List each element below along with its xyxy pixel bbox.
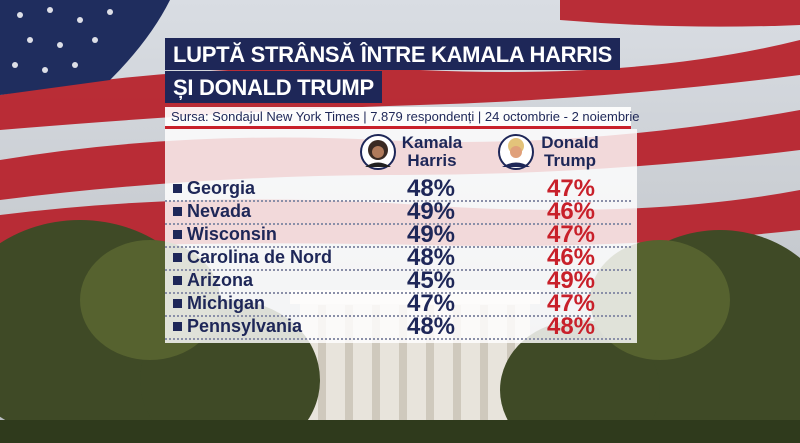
row-bullet xyxy=(173,184,182,193)
row-bullet xyxy=(173,322,182,331)
trump-value: 46% xyxy=(546,198,596,225)
state-name: Michigan xyxy=(187,293,266,313)
state-name: Wisconsin xyxy=(187,224,277,244)
table-row: Pennsylvania 48% 48% xyxy=(165,313,631,340)
harris-value: 49% xyxy=(406,198,456,225)
trump-value: 49% xyxy=(546,267,596,294)
title-line: ȘI DONALD TRUMP xyxy=(165,71,382,103)
column-header: Kamala Harris xyxy=(398,134,466,170)
harris-value: 49% xyxy=(406,221,456,248)
source-note: Sursa: Sondajul New York Times | 7.879 r… xyxy=(165,107,640,129)
trump-value: 46% xyxy=(546,244,596,271)
trump-value: 47% xyxy=(546,221,596,248)
column-header-line: Trump xyxy=(544,151,596,170)
table-row: Wisconsin 49% 47% xyxy=(165,221,631,248)
harris-value: 45% xyxy=(406,267,456,294)
column-header-line: Harris xyxy=(407,151,457,170)
row-bullet xyxy=(173,276,182,285)
trump-value: 48% xyxy=(546,313,596,340)
table-row: Michigan 47% 47% xyxy=(165,290,631,317)
table-row: Nevada 49% 46% xyxy=(165,198,631,225)
row-bullet xyxy=(173,230,182,239)
row-bullet xyxy=(173,299,182,308)
harris-value: 48% xyxy=(406,175,456,202)
results-panel xyxy=(165,129,637,343)
state-name: Arizona xyxy=(187,270,254,290)
table-row: Arizona 45% 49% xyxy=(165,267,631,294)
trump-value: 47% xyxy=(546,175,596,202)
row-bullet xyxy=(173,253,182,262)
state-name: Pennsylvania xyxy=(187,316,303,336)
row-bullet xyxy=(173,207,182,216)
table-row: Carolina de Nord 48% 46% xyxy=(165,244,631,271)
state-name: Georgia xyxy=(187,178,256,198)
title-line: LUPTĂ STRÂNSĂ ÎNTRE KAMALA HARRIS xyxy=(165,38,621,70)
column-header: Donald Trump xyxy=(536,134,604,170)
harris-value: 48% xyxy=(406,244,456,271)
column-header-line: Kamala xyxy=(401,133,463,152)
state-name: Nevada xyxy=(187,201,252,221)
harris-value: 47% xyxy=(406,290,456,317)
trump-value: 47% xyxy=(546,290,596,317)
table-row: Georgia 48% 47% xyxy=(165,175,631,202)
harris-value: 48% xyxy=(406,313,456,340)
column-header-line: Donald xyxy=(541,133,599,152)
state-name: Carolina de Nord xyxy=(187,247,333,267)
